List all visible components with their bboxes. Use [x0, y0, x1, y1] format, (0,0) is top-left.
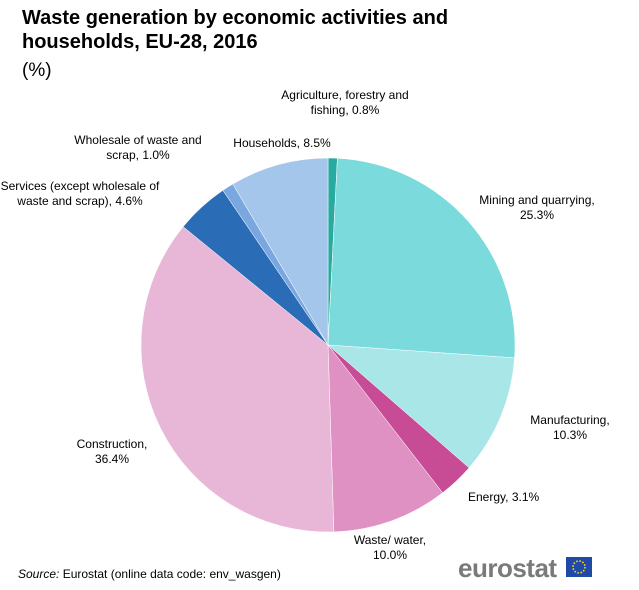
value-label: 4.6% — [115, 194, 143, 208]
pie-slice — [327, 344, 515, 469]
value-label: 0.8% — [352, 103, 380, 117]
value-label: 36.4% — [94, 452, 130, 466]
category-name: Agriculture, forestry and fishing, — [281, 88, 409, 117]
value-label: 10.3% — [552, 428, 588, 442]
slice-label: Mining and quarrying, 25.3% — [472, 193, 602, 223]
chart-subtitle: (%) — [22, 60, 52, 81]
chart-title: Waste generation by economic activities … — [22, 7, 449, 53]
source-note: Source: Eurostat (online data code: env_… — [18, 567, 281, 581]
source-label: Source: — [18, 567, 60, 581]
value-label: 1.0% — [142, 148, 170, 162]
category-name: Manufacturing, — [530, 413, 610, 427]
category-name: Waste/ water, — [353, 533, 427, 547]
category-name: Services (except wholesale of waste and … — [0, 179, 160, 208]
slice-label: Manufacturing, 10.3% — [520, 413, 620, 443]
pie-slice — [327, 344, 443, 533]
flag-field — [566, 557, 592, 577]
value-label: 8.5% — [303, 136, 331, 150]
category-name: Construction, — [76, 437, 148, 451]
pie-slice — [327, 157, 516, 359]
pie-slice — [140, 226, 335, 533]
slice-label: Energy, 3.1% — [468, 490, 568, 505]
category-name: Mining and quarrying, — [479, 193, 595, 207]
eu-flag — [566, 557, 592, 577]
category-name: Households, — [233, 136, 300, 150]
value-label: 10.0% — [372, 548, 408, 562]
slice-label: Agriculture, forestry and fishing, 0.8% — [278, 88, 412, 118]
category-name: Wholesale of waste and scrap, — [74, 133, 202, 162]
value-label: 25.3% — [519, 208, 555, 222]
slice-label: Waste/ water, 10.0% — [348, 533, 432, 563]
value-label: 3.1% — [511, 490, 540, 504]
pie-slice — [232, 157, 329, 346]
flag-stars — [572, 560, 586, 574]
source-text: Eurostat (online data code: env_wasgen) — [62, 567, 281, 581]
slice-label: Households, 8.5% — [222, 136, 342, 151]
category-name: Energy, — [468, 490, 509, 504]
slice-label: Services (except wholesale of waste and … — [0, 179, 160, 209]
slice-label: Wholesale of waste and scrap, 1.0% — [62, 133, 214, 163]
logo: eurostat — [458, 553, 557, 583]
slice-label: Construction, 36.4% — [64, 437, 160, 467]
